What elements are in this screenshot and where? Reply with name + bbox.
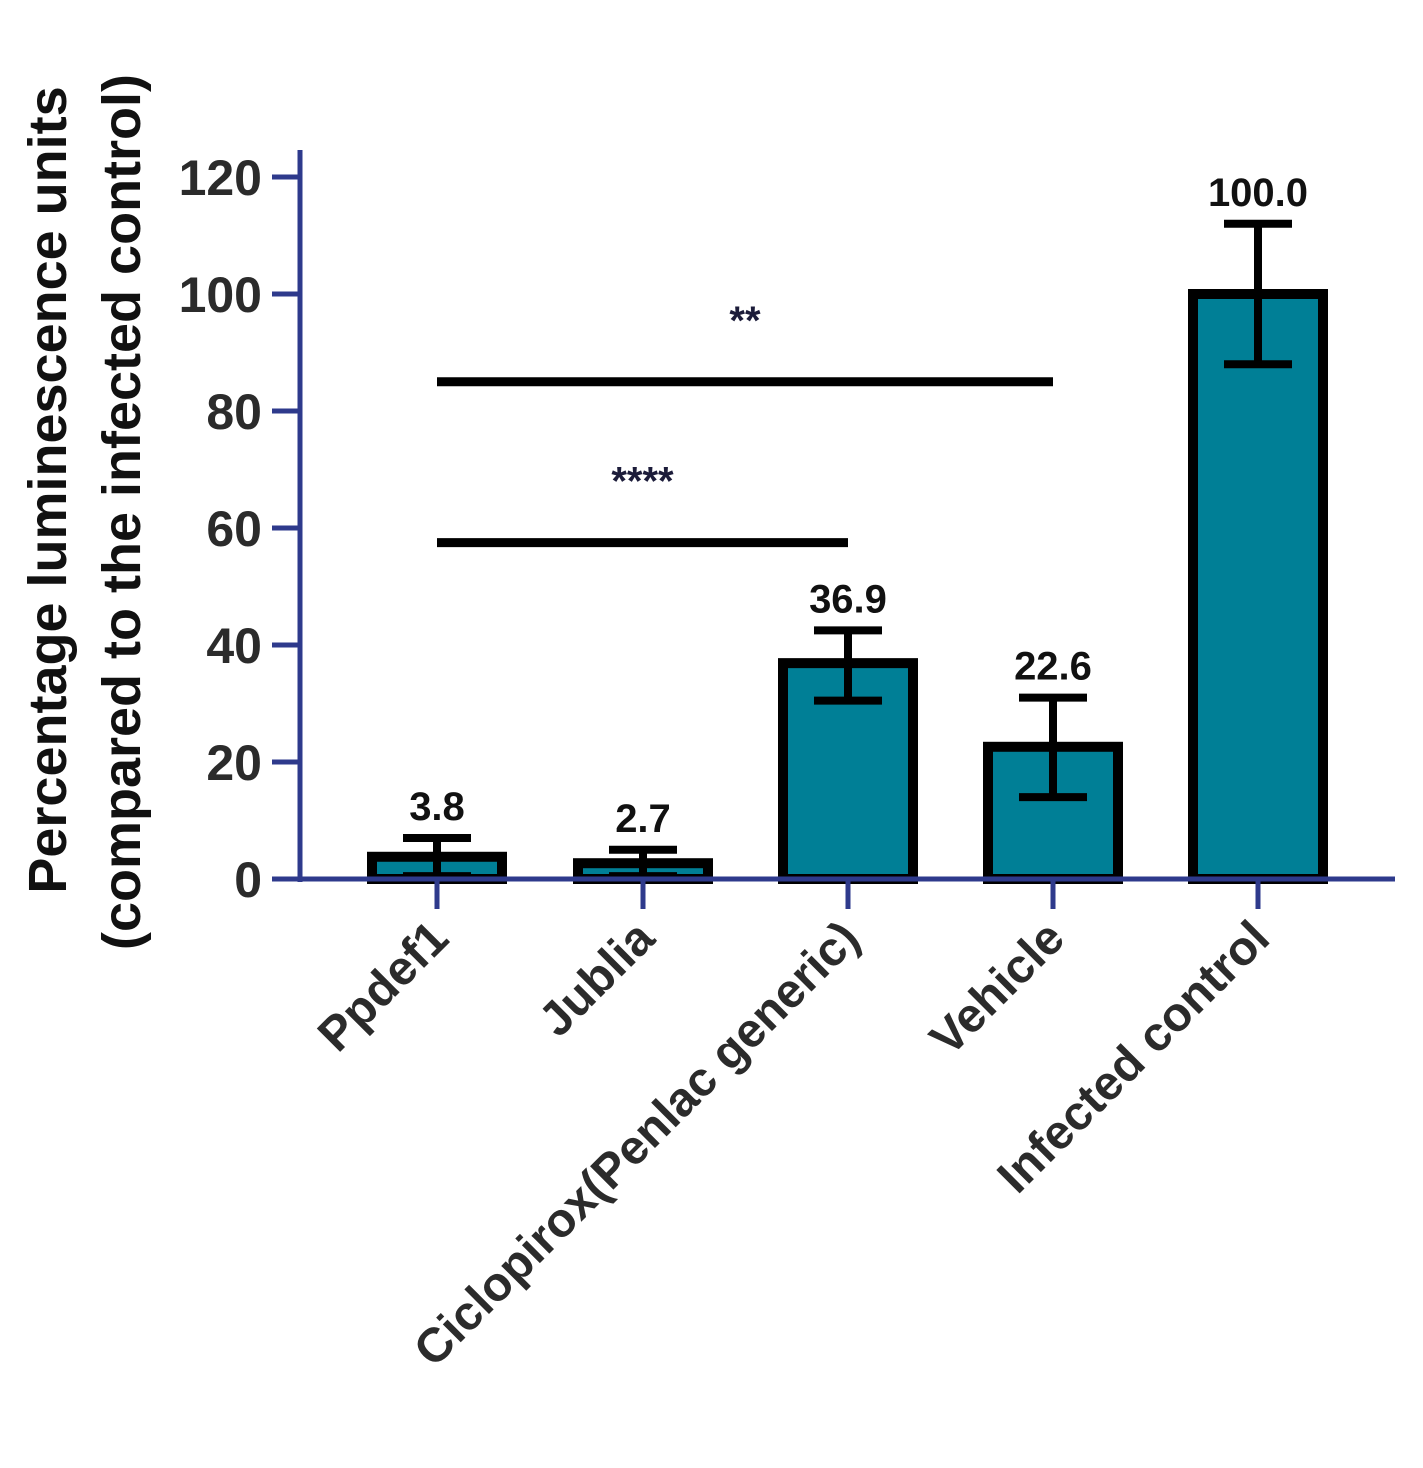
- bar-4: [1188, 289, 1328, 884]
- data-label-4: 100.0: [1208, 171, 1308, 215]
- x-tick-label-2: Ciclopirox(Penlac generic): [404, 911, 870, 1377]
- y-tick-label-0: 0: [234, 852, 262, 908]
- x-tick-label-3: Vehicle: [920, 911, 1074, 1065]
- significance-label-1: ****: [611, 460, 674, 504]
- y-tick-label-5: 100: [179, 267, 262, 323]
- data-label-2: 36.9: [809, 577, 887, 621]
- y-tick-label-6: 120: [179, 150, 262, 206]
- y-tick-label-3: 60: [206, 501, 262, 557]
- y-tick-label-1: 20: [206, 735, 262, 791]
- data-label-0: 3.8: [409, 785, 465, 829]
- data-label-1: 2.7: [615, 797, 671, 841]
- significance-label-0: **: [729, 299, 761, 343]
- y-tick-label-2: 40: [206, 618, 262, 674]
- data-label-3: 22.6: [1014, 645, 1092, 689]
- x-tick-label-1: Jublia: [529, 911, 665, 1047]
- y-axis-title: Percentage luminescence units (compared …: [18, 74, 152, 950]
- y-axis-title-line1: Percentage luminescence units: [18, 86, 78, 893]
- y-tick-label-4: 80: [206, 384, 262, 440]
- y-axis-title-line2: (compared to the infected control): [92, 74, 152, 950]
- x-tick-label-0: Ppdef1: [308, 911, 459, 1062]
